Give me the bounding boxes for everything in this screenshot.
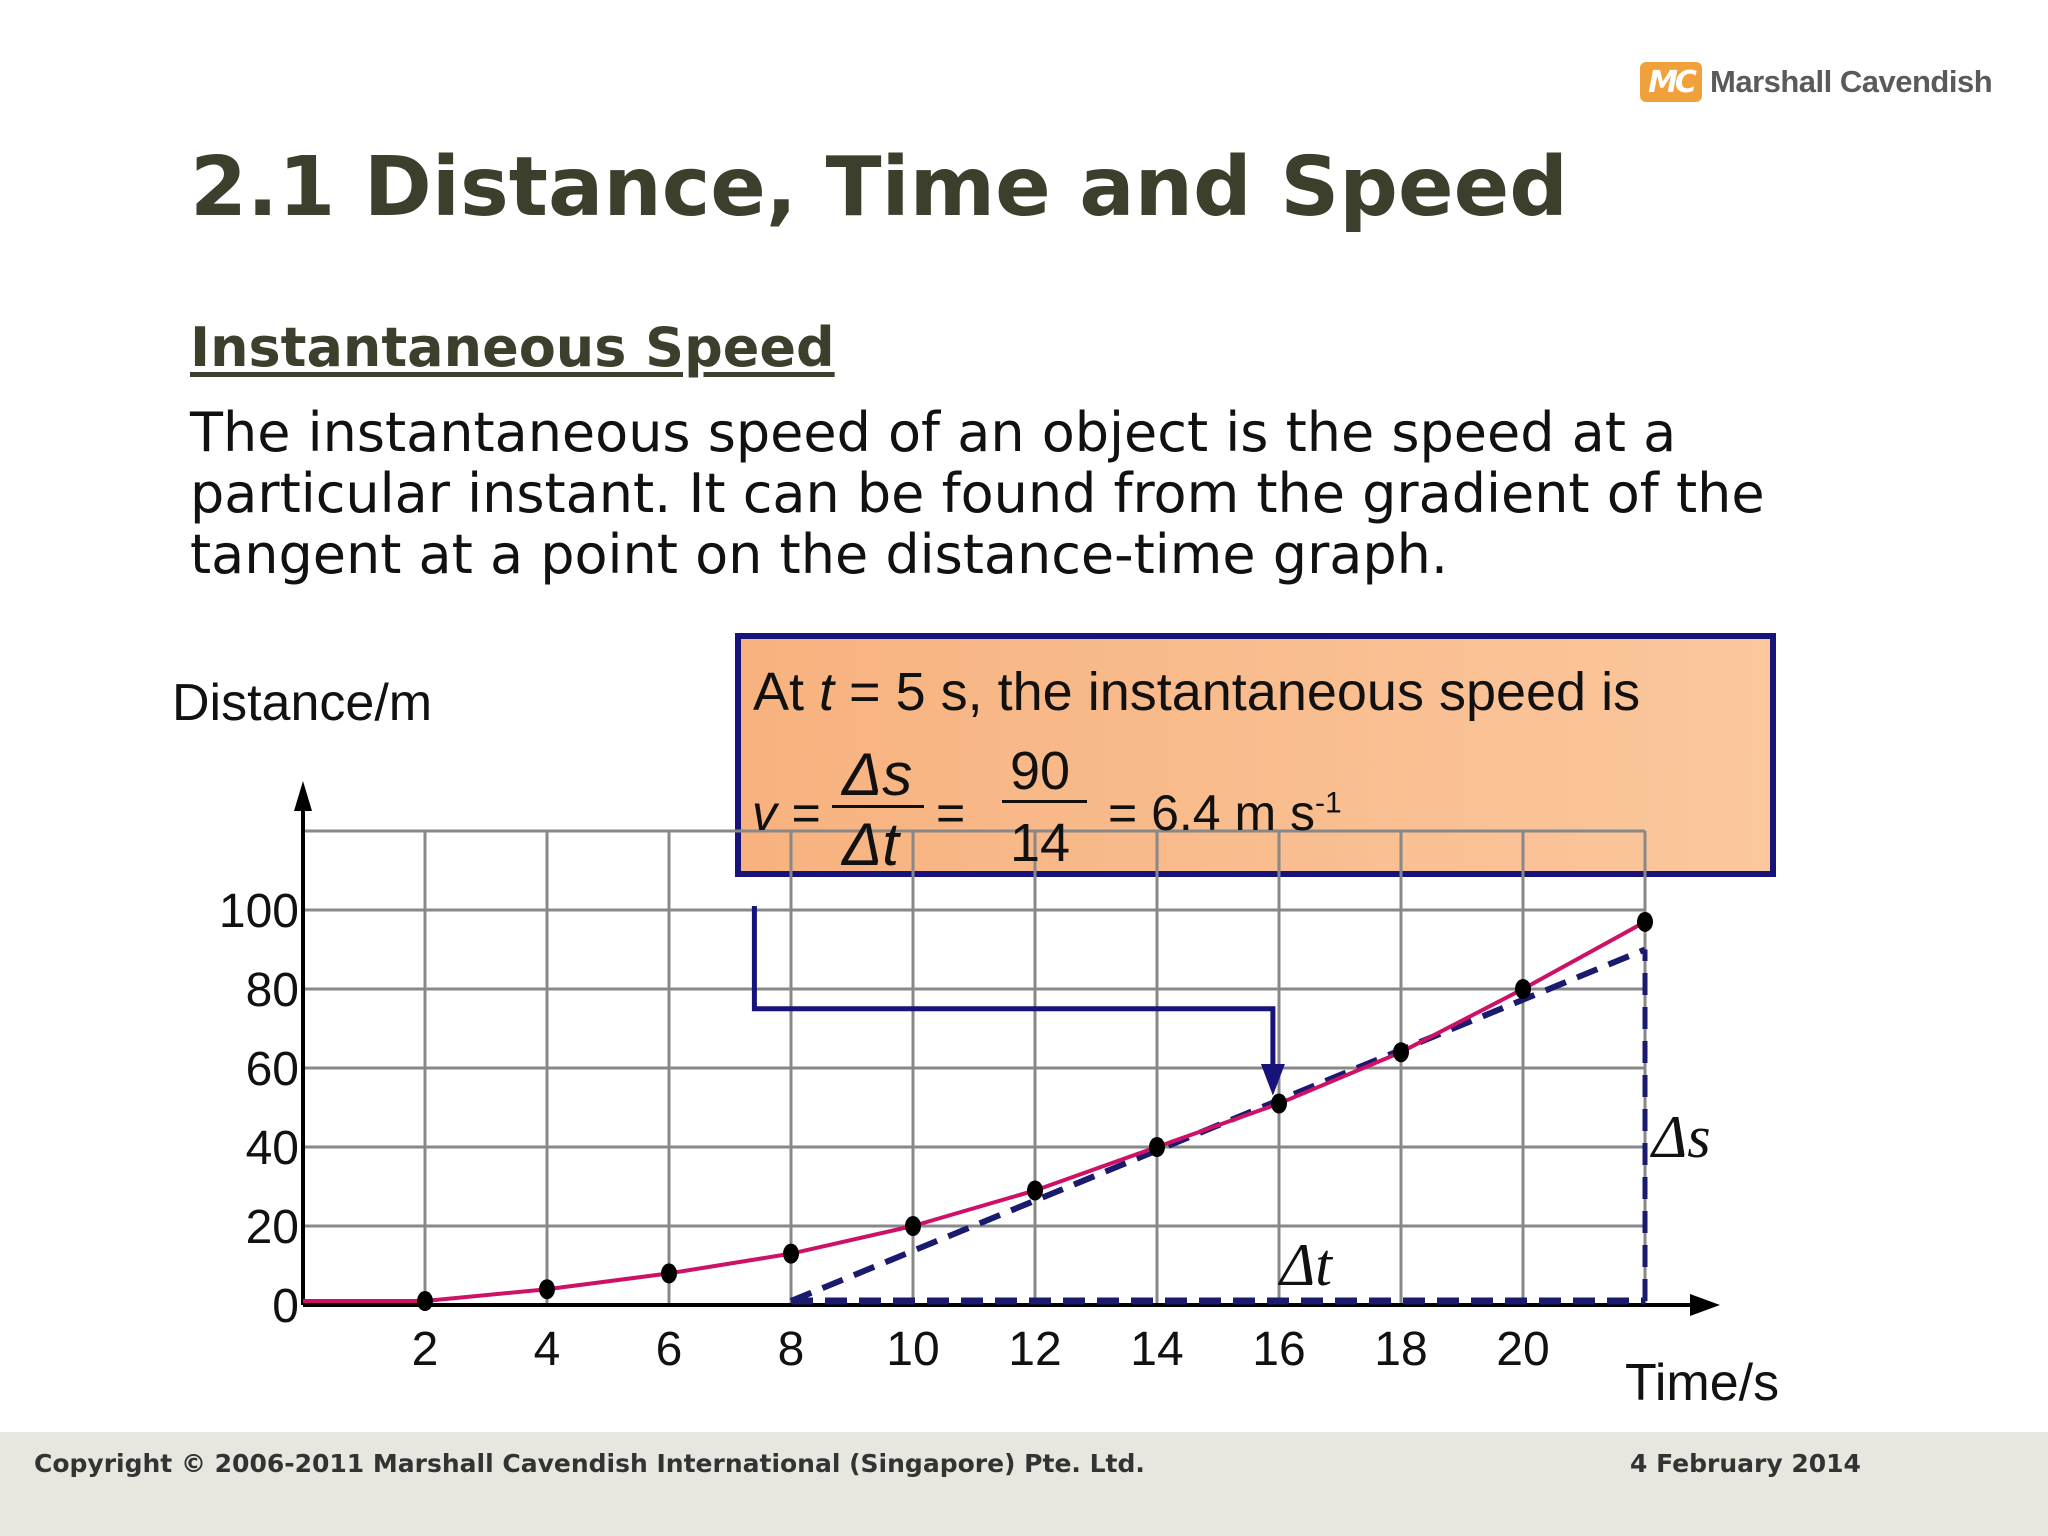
- slide-title: 2.1 Distance, Time and Speed: [190, 140, 1568, 235]
- y-tick-label: 60: [246, 1043, 299, 1096]
- data-point: [905, 1216, 921, 1236]
- x-axis-label: Time/s: [1625, 1354, 1779, 1412]
- x-tick-label: 16: [1252, 1323, 1305, 1376]
- x-tick-label: 4: [534, 1323, 561, 1376]
- formula-delta-s: Δs: [842, 741, 913, 808]
- formula-fraction-bar-2: [1002, 800, 1087, 803]
- y-tick-label: 20: [246, 1201, 299, 1254]
- data-point: [1515, 979, 1531, 999]
- x-tick-label: 10: [886, 1323, 939, 1376]
- x-tick-label: 12: [1008, 1323, 1061, 1376]
- callout-statement: At t = 5 s, the instantaneous speed is: [753, 662, 1641, 722]
- data-point: [1027, 1180, 1043, 1201]
- copyright-text: Copyright © 2006-2011 Marshall Cavendish…: [34, 1449, 1145, 1478]
- x-tick-label: 6: [656, 1323, 683, 1376]
- connector-line: [751, 906, 1276, 1072]
- body-text: The instantaneous speed of an object is …: [190, 402, 1890, 585]
- data-point: [539, 1279, 555, 1300]
- connector-arrowhead: [1260, 1064, 1285, 1096]
- y-tick-label: 80: [246, 964, 299, 1017]
- y-tick-label: 0: [272, 1280, 299, 1333]
- distance-curve: [303, 920, 1646, 1304]
- slide-date: 4 February 2014: [1630, 1449, 1861, 1478]
- formula-v-label: v =: [752, 785, 821, 841]
- body-line-2: particular instant. It can be found from…: [190, 462, 1765, 525]
- x-tick-label: 18: [1374, 1323, 1427, 1376]
- formula-delta-t: Δt: [842, 811, 899, 878]
- formula-numerator: 90: [1010, 741, 1071, 801]
- formula-result: = 6.4 m s-1: [1108, 785, 1342, 841]
- body-line-3: tangent at a point on the distance-time …: [190, 523, 1449, 586]
- delta-t-label: Δt: [1278, 1232, 1333, 1298]
- data-point: [661, 1263, 677, 1284]
- y-tick-label: 100: [219, 885, 299, 938]
- x-tick-label: 14: [1130, 1323, 1183, 1376]
- brand-name: Marshall Cavendish: [1710, 64, 1993, 99]
- data-point: [783, 1243, 799, 1264]
- data-point: [1393, 1042, 1409, 1063]
- brand-logo: MC Marshall Cavendish: [1640, 60, 1993, 104]
- data-point: [1637, 911, 1653, 932]
- delta-s-label: Δs: [1650, 1104, 1711, 1170]
- slide-subtitle: Instantaneous Speed: [190, 316, 835, 379]
- data-point: [417, 1291, 433, 1312]
- speed-callout-box: At t = 5 s, the instantaneous speed is: [735, 633, 1776, 877]
- x-tick-label: 8: [778, 1323, 805, 1376]
- formula-equals: =: [936, 785, 966, 841]
- body-line-1: The instantaneous speed of an object is …: [190, 401, 1677, 464]
- y-axis-arrowhead: [294, 781, 312, 811]
- y-tick-label: 40: [246, 1122, 299, 1175]
- y-axis-label: Distance/m: [172, 674, 432, 732]
- data-point: [1271, 1093, 1287, 1114]
- x-axis-arrowhead: [1690, 1294, 1720, 1316]
- x-tick-label: 2: [412, 1323, 439, 1376]
- footer-bar: [0, 1432, 2048, 1536]
- x-tick-label: 20: [1496, 1323, 1549, 1376]
- logo-mark: MC: [1640, 62, 1702, 102]
- data-point: [1149, 1137, 1165, 1157]
- formula-denominator: 14: [1010, 813, 1071, 873]
- formula-fraction-bar-1: [832, 805, 924, 808]
